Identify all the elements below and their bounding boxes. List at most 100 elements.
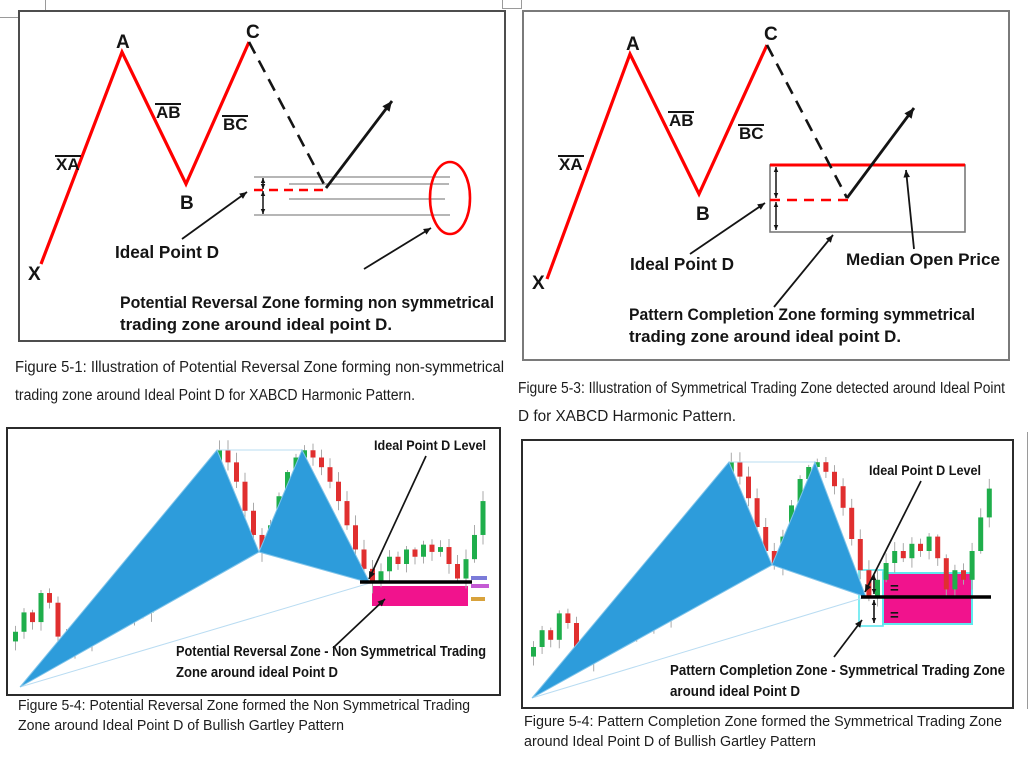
point-label-c: C [764, 24, 778, 45]
candle-body [763, 527, 769, 551]
candle-body [38, 593, 44, 623]
point-label-a: A [626, 34, 640, 55]
zone-leader-arrow-head [854, 620, 862, 628]
point-label-x: X [532, 273, 545, 294]
price-tag-mark [471, 597, 485, 601]
zone-span-arrow-head [260, 183, 266, 189]
ideal-point-d-label: Ideal Point D [115, 242, 219, 262]
figure-5-4-left-chart: Ideal Point D Level Potential Reversal Zo… [6, 427, 501, 696]
zone-description-line2: around ideal Point D [670, 683, 800, 700]
candle-body [259, 534, 265, 552]
candle-body [574, 623, 579, 655]
candle-body [429, 544, 435, 552]
half-span-arrow-head [871, 588, 877, 594]
leg-label-ab: AB [156, 103, 181, 122]
candle-body [421, 544, 426, 557]
cell-border-artifact [502, 0, 503, 8]
price-tag-mark [471, 584, 489, 588]
candle-body [565, 613, 571, 623]
caption-line: Figure 5-4: Potential Reversal Zone form… [18, 697, 470, 714]
potential-reversal-zone-box [372, 586, 468, 606]
candle-body [814, 462, 820, 467]
equals-mark: = [890, 607, 899, 624]
gartley-triangle-xab [531, 461, 773, 699]
zone-span-arrow-head [773, 192, 779, 198]
d-level-leader-arrow [864, 480, 922, 593]
d-level-leader-arrow-head [865, 584, 872, 592]
candle-body [935, 536, 941, 559]
candle-body [943, 558, 949, 590]
median-open-price-arrow [905, 169, 915, 250]
xabc-pattern-line [545, 44, 769, 280]
candle-body [361, 549, 367, 569]
candle-body [849, 507, 855, 539]
caption-line: Figure 5-1: Illustration of Potential Re… [15, 359, 504, 376]
candle-body [234, 462, 239, 482]
candle-body [395, 556, 401, 564]
candle-body [900, 551, 906, 559]
median-open-price-arrow-head [903, 170, 910, 178]
equals-mark: = [890, 580, 899, 597]
zone-span-arrow-head [773, 202, 779, 208]
candle-body [319, 457, 324, 468]
candle-body [387, 556, 392, 572]
candle-body [754, 498, 760, 527]
point-label-a: A [116, 32, 130, 53]
figure-5-3-caption: Figure 5-3: Illustration of Symmetrical … [518, 375, 1010, 430]
candle-body [370, 568, 375, 584]
reversal-up-arrow [324, 100, 394, 189]
zone-highlight-ellipse [428, 160, 472, 236]
candle-body [378, 571, 384, 584]
pattern-outline-line [19, 582, 371, 688]
candle-body [857, 539, 863, 571]
zone-span-arrow-head [260, 178, 266, 184]
leg-label-bc: BC [739, 124, 764, 143]
zone-leader-arrow-head [825, 235, 833, 243]
candle-body [986, 488, 992, 518]
zone-description-line1: Pattern Completion Zone forming symmetri… [629, 305, 975, 324]
reversal-up-arrow-head [382, 101, 392, 112]
zone-leader-arrow [833, 619, 863, 658]
candle-body [952, 570, 958, 590]
candle-body [926, 536, 932, 551]
figure-5-3-diagram: X A B C XA AB BC Ideal Point D Median Open Price… [522, 10, 1010, 361]
candle-body [531, 647, 536, 657]
candle-body [978, 517, 984, 551]
candle-body [823, 462, 829, 472]
caption-line: D for XABCD Harmonic Pattern. [518, 407, 736, 425]
half-span-arrow-head [871, 617, 877, 623]
point-label-b: B [180, 193, 194, 214]
zone-description-line1: Pattern Completion Zone - Symmetrical Tr… [670, 662, 1005, 679]
candle-body [892, 551, 898, 563]
zone-span-arrow-head [773, 167, 779, 173]
reversal-up-arrow [845, 107, 916, 199]
reversal-up-arrow-head [904, 108, 914, 119]
point-label-c: C [246, 22, 260, 43]
candle-body [455, 564, 460, 579]
candle-body [21, 612, 27, 632]
candle-body [797, 479, 803, 506]
zone-span-arrow-head [260, 208, 266, 214]
candle-body [327, 467, 333, 482]
zone-leader-arrow-head [377, 599, 385, 607]
zone-span-arrow-head [260, 191, 266, 197]
d-level-leader-arrow [368, 455, 427, 580]
candle-body [737, 462, 743, 477]
figure-5-4-right-caption: Figure 5-4: Pattern Completion Zone form… [524, 712, 1012, 751]
ideal-point-d-arrow-head [239, 192, 247, 199]
candle-body [55, 602, 61, 637]
point-label-x: X [28, 264, 41, 285]
candle-body [548, 630, 554, 640]
candle-body [242, 481, 248, 511]
gartley-chart-prz: Ideal Point D Level Potential Reversal Zo… [13, 437, 489, 688]
candle-body [225, 450, 231, 463]
half-span-arrow-head [871, 600, 877, 606]
candle-body [446, 547, 452, 564]
candle-body [918, 543, 923, 551]
candle-body [404, 549, 409, 564]
ellipse-leader-arrow-head [423, 228, 431, 235]
ideal-point-d-arrow [181, 191, 248, 240]
cd-projection-dashed [765, 44, 849, 199]
candle-body [840, 486, 846, 508]
